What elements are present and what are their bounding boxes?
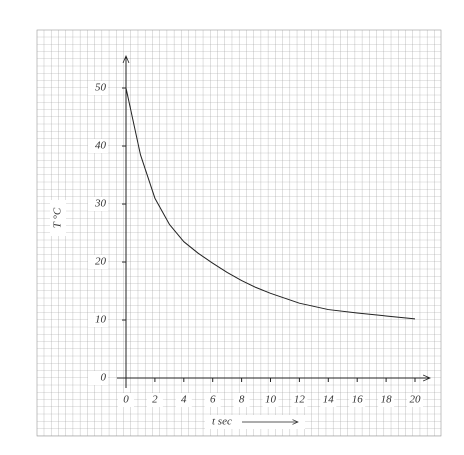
curve (125, 87, 416, 320)
y-tick-label: 40 (95, 140, 107, 152)
tick-label-bg (88, 197, 108, 211)
tick-label-bg (407, 393, 423, 407)
tick-label-bg (320, 393, 337, 407)
tick-label-bg (88, 139, 108, 153)
x-tick-label: 14 (323, 394, 335, 406)
y-axis-label: T °C (52, 207, 64, 228)
tick-label-bg (291, 393, 308, 407)
y-tick-label: 0 (101, 372, 107, 384)
tick-label-bg (88, 81, 108, 95)
tick-label-bg (118, 393, 134, 407)
tick-label-bg (88, 313, 108, 327)
tick-label-bg (233, 393, 250, 407)
tick-label-bg (378, 393, 395, 407)
y-label-bg (50, 200, 66, 236)
x-tick-label: 2 (152, 394, 158, 406)
tick-label-bg (349, 393, 366, 407)
x-tick-label: 18 (381, 394, 393, 406)
x-tick-label: 8 (239, 394, 245, 406)
tick-label-bg (175, 393, 192, 407)
y-tick-label: 20 (95, 256, 107, 268)
tick-label-bg (262, 393, 279, 407)
y-tick-label: 50 (95, 82, 107, 94)
x-tick-label: 0 (123, 394, 129, 406)
x-tick-label: 16 (352, 394, 364, 406)
x-tick-label: 20 (410, 394, 422, 406)
x-tick-label: 6 (210, 394, 216, 406)
graph-paper (36, 29, 442, 437)
tick-label-bg (146, 393, 163, 407)
tick-label-bg (204, 393, 221, 407)
tick-label-bg (88, 255, 108, 269)
y-tick-label: 30 (94, 198, 107, 210)
tick-label-bg (88, 371, 108, 385)
x-axis-label: t sec (212, 416, 232, 428)
y-tick-label: 10 (95, 314, 107, 326)
x-tick-label: 4 (181, 394, 187, 406)
x-tick-label: 10 (265, 394, 277, 406)
x-tick-label: 12 (294, 394, 306, 406)
